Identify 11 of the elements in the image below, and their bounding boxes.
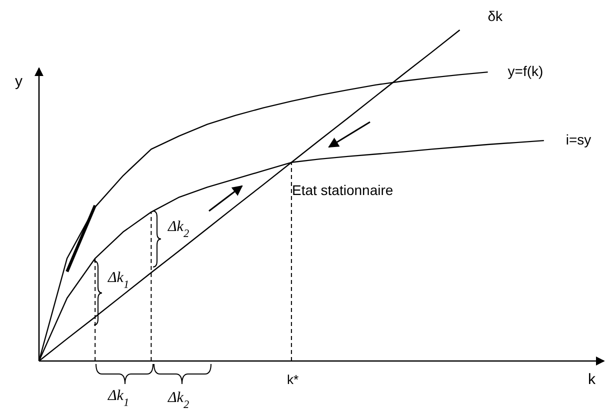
series-label: y=f(k) xyxy=(508,63,544,80)
text: δk xyxy=(488,8,504,24)
text: k* xyxy=(287,372,299,387)
y-axis-title: y xyxy=(15,73,23,90)
text: Δk$_{2}$ xyxy=(167,390,190,411)
annotation: Δk$_{1}$ xyxy=(107,270,130,291)
text: Δk$_{1}$ xyxy=(107,388,130,409)
annotation: Etat stationnaire xyxy=(292,182,394,198)
x-axis-title: k xyxy=(588,371,596,388)
series-label: i=sy xyxy=(566,132,592,148)
annotation: Δk$_{2}$ xyxy=(167,219,190,240)
